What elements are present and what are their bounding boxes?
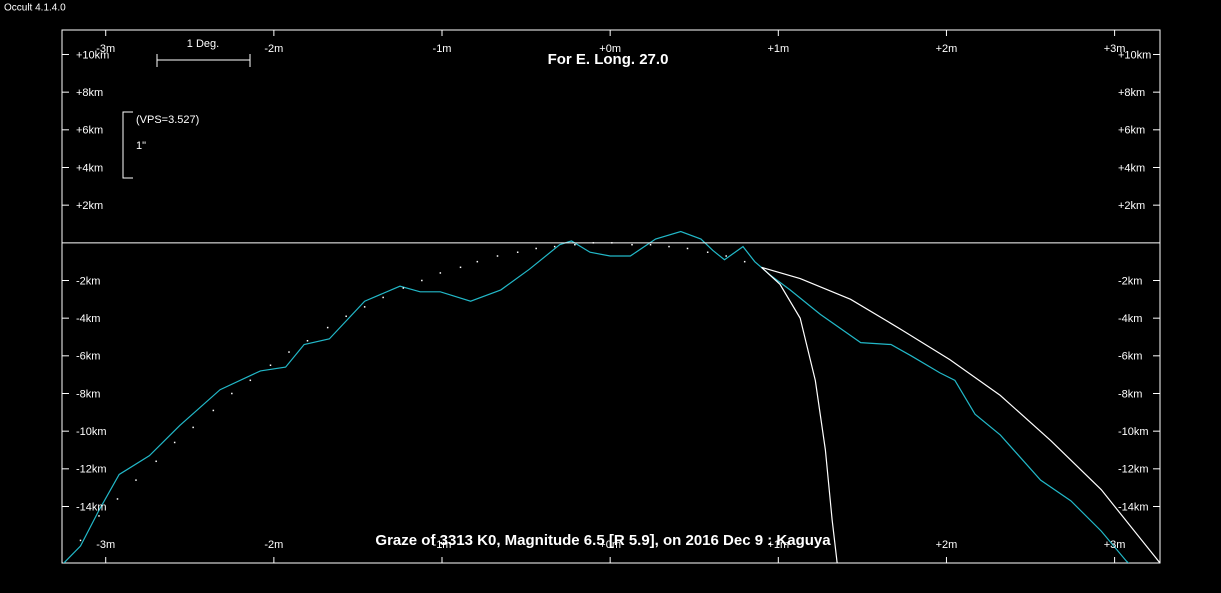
profile-dot	[553, 245, 556, 248]
profile-dot	[668, 245, 670, 248]
y-tick-label: -12km	[76, 464, 107, 476]
plot-area	[63, 230, 1160, 563]
y-tick-label: +6km	[76, 125, 103, 137]
vps-bracket	[122, 111, 133, 179]
y-tick-label: -4km	[76, 313, 100, 325]
x-tick-label: -1m	[433, 539, 452, 551]
x-tick-label: -2m	[264, 43, 283, 55]
y-tick-label: -10km	[1118, 426, 1149, 438]
y-tick-label: -14km	[1118, 501, 1149, 513]
profile-dot	[516, 251, 519, 253]
profile-dot	[135, 479, 137, 481]
profile-dot	[743, 260, 746, 263]
x-tick-label: +1m	[767, 43, 789, 55]
y-tick-label: -4km	[1118, 313, 1142, 325]
plot-frame	[61, 29, 1161, 564]
profile-dot	[212, 409, 215, 412]
vps-label: (VPS=3.527)	[136, 114, 199, 126]
y-tick-label: +2km	[1118, 200, 1145, 212]
x-tick-label: -3m	[96, 43, 115, 55]
profile-dot	[631, 243, 633, 246]
profile-dot	[649, 243, 652, 246]
x-tick-label: +3m	[1104, 43, 1126, 55]
profile-dot	[439, 272, 442, 274]
y-tick-label: +6km	[1118, 125, 1145, 137]
profile-dot	[306, 340, 309, 342]
x-tick-label: +2m	[936, 539, 958, 551]
x-tick-label: +2m	[936, 43, 958, 55]
profile-dot	[345, 315, 347, 318]
chart-subtitle: Graze of 3313 K0, Magnitude 6.5 [R 5.9],…	[375, 532, 831, 549]
x-tick-label: +3m	[1104, 539, 1126, 551]
y-tick-label: -6km	[76, 351, 100, 363]
profile-dot	[173, 441, 176, 444]
scale-bar	[156, 54, 251, 67]
profile-line	[63, 230, 1130, 563]
x-tick-label: -1m	[433, 43, 452, 55]
y-tick-label: +8km	[1118, 87, 1145, 99]
profile-dot	[98, 515, 100, 517]
y-tick-label: +2km	[76, 200, 103, 212]
x-tick-label: -3m	[96, 539, 115, 551]
profile-dot	[363, 306, 366, 308]
profile-dot	[155, 460, 157, 463]
profile-dot	[421, 279, 423, 282]
y-tick-label: +10km	[1118, 49, 1151, 61]
y-tick-label: -6km	[1118, 351, 1142, 363]
scale-label: 1 Deg.	[187, 38, 219, 50]
y-tick-label: -8km	[76, 388, 100, 400]
profile-dot	[249, 379, 252, 382]
y-tick-label: -10km	[76, 426, 107, 438]
y-tick-label: -12km	[1118, 464, 1149, 476]
chart-title: For E. Long. 27.0	[548, 51, 669, 68]
profile-line	[761, 266, 1160, 563]
profile-dot	[382, 296, 384, 299]
x-tick-label: -2m	[264, 539, 283, 551]
vps-unit: 1"	[136, 140, 146, 152]
x-tick-label: +1m	[767, 539, 789, 551]
profile-dot	[116, 498, 119, 500]
profile-line	[761, 266, 838, 563]
profile-dot	[402, 287, 405, 289]
y-tick-label: +10km	[76, 49, 109, 61]
y-tick-label: +4km	[1118, 162, 1145, 174]
profile-dot	[326, 326, 329, 329]
profile-dot	[459, 266, 462, 269]
x-tick-label: +0m	[599, 539, 621, 551]
y-tick-label: +4km	[76, 162, 103, 174]
profile-dot	[574, 243, 576, 246]
profile-dot	[231, 392, 233, 395]
y-tick-label: -14km	[76, 501, 107, 513]
profile-dot	[192, 426, 194, 429]
profile-dot	[269, 364, 272, 366]
y-tick-label: -2km	[76, 275, 100, 287]
profile-dot	[79, 539, 82, 542]
x-tick-label: +0m	[599, 43, 621, 55]
y-tick-label: -2km	[1118, 275, 1142, 287]
profile-dot	[706, 251, 709, 253]
profile-dot	[725, 255, 727, 257]
profile-dot	[288, 351, 290, 353]
profile-dot	[476, 260, 479, 263]
y-tick-label: -8km	[1118, 388, 1142, 400]
profile-dot	[535, 247, 537, 250]
app-title: Occult 4.1.4.0	[4, 3, 66, 14]
profile-dot	[686, 247, 689, 250]
y-tick-label: +8km	[76, 87, 103, 99]
profile-dot	[496, 255, 499, 257]
